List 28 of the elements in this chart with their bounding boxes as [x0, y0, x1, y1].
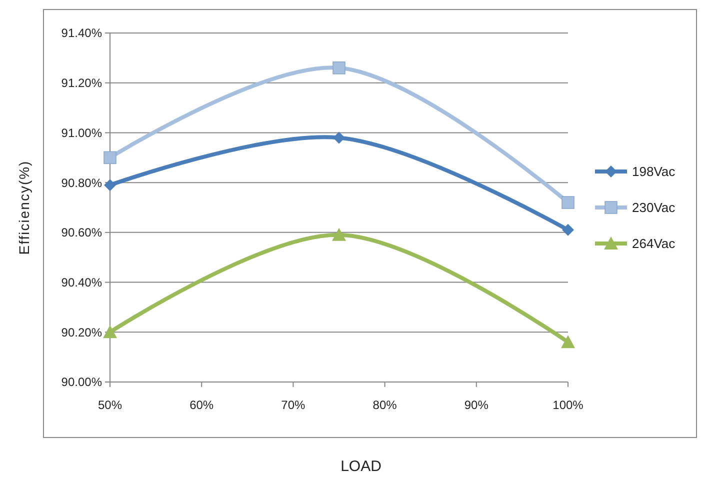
point [104, 151, 116, 164]
point [332, 62, 346, 74]
y-tick-label: 91.20% [61, 76, 102, 90]
point [103, 325, 117, 338]
point [562, 196, 574, 209]
legend-label: 230Vac [632, 200, 676, 216]
x-axis-title: LOAD [340, 458, 382, 475]
x-tick-label: 70% [281, 398, 306, 412]
x-tick-label: 50% [98, 398, 122, 412]
point [104, 179, 116, 192]
y-tick-label: 91.00% [61, 126, 102, 140]
point [562, 224, 574, 236]
y-tick-label: 90.40% [61, 275, 102, 290]
point [332, 228, 346, 241]
y-tick-label: 90.00% [61, 375, 102, 390]
point [333, 132, 345, 144]
y-tick-label: 90.20% [61, 325, 102, 340]
x-tick-label: 90% [464, 398, 489, 412]
legend-label: 198Vac [632, 164, 676, 180]
y-tick-label: 90.80% [61, 176, 102, 190]
y-tick-label: 90.60% [61, 226, 102, 240]
legend-label: 264Vac [632, 236, 676, 252]
y-tick-label: 91.40% [61, 26, 102, 40]
x-tick-label: 100% [552, 398, 584, 412]
x-tick-label: 60% [190, 398, 214, 412]
point [561, 335, 575, 348]
x-tick-label: 80% [372, 398, 398, 412]
y-axis-title: Efficiency(%) [16, 160, 32, 255]
